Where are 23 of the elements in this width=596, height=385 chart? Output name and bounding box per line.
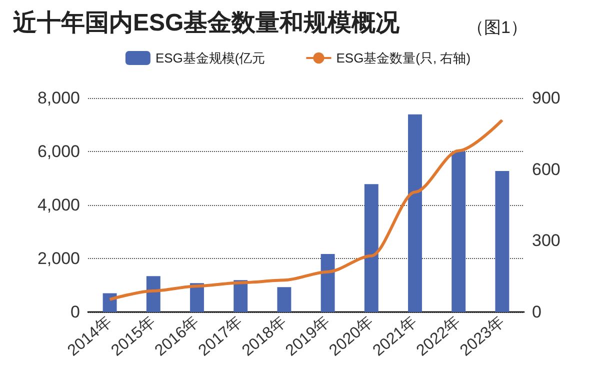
y2-tick-label: 600: [532, 160, 560, 179]
chart-subtitle: （图1）: [467, 18, 528, 37]
legend-label: ESG基金规模(亿元: [155, 50, 266, 66]
y2-tick-label: 300: [532, 231, 560, 250]
legend-label: ESG基金数量(只, 右轴): [336, 50, 471, 66]
chart-title: 近十年国内ESG基金数量和规模概况: [13, 10, 401, 36]
y-tick-label: 4,000: [37, 196, 80, 214]
bar: [320, 254, 335, 312]
bar: [495, 171, 510, 312]
bar: [146, 276, 160, 312]
bar: [277, 287, 292, 312]
bar: [102, 293, 117, 312]
y-tick-label: 0: [70, 302, 80, 322]
y-tick-label: 6,000: [37, 142, 80, 161]
bar: [452, 152, 466, 312]
bar: [234, 280, 248, 312]
y2-tick-label: 900: [532, 88, 560, 108]
y-tick-label: 2,000: [37, 249, 80, 268]
y-tick-label: 8,000: [37, 88, 80, 108]
bar: [408, 114, 422, 312]
line-series: [108, 118, 504, 301]
bar: [364, 184, 378, 312]
y2-tick-label: 0: [532, 302, 542, 322]
